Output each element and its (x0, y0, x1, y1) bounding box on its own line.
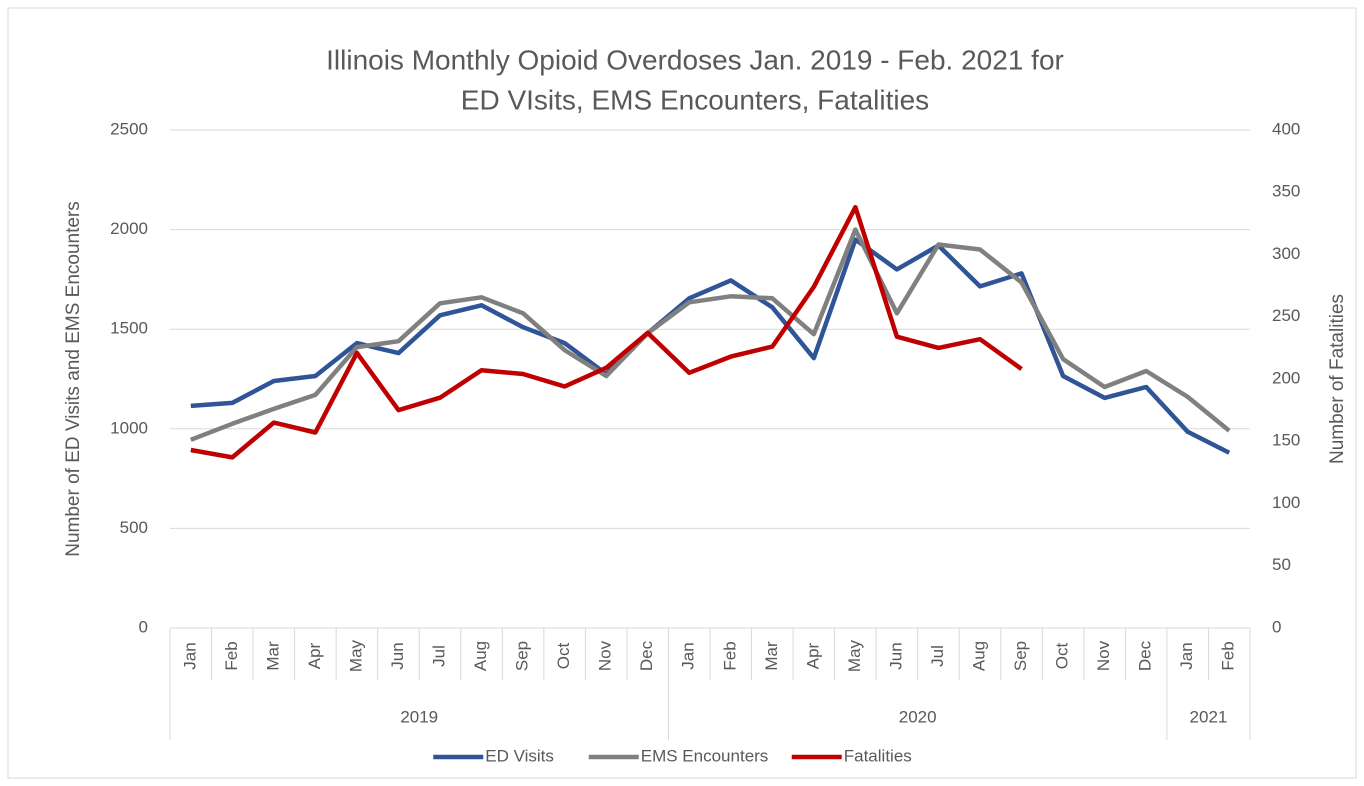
x-tick-label: Feb (720, 641, 739, 670)
y2-tick-label: 250 (1272, 306, 1300, 325)
y2-tick-label: 50 (1272, 555, 1291, 574)
y-tick-label: 0 (139, 617, 148, 636)
x-tick-label: Mar (762, 641, 781, 671)
y2-tick-label: 400 (1272, 119, 1300, 138)
y2-tick-label: 350 (1272, 182, 1300, 201)
x-tick-label: Jan (1177, 642, 1196, 669)
x-tick-label: Aug (969, 641, 988, 671)
y-tick-label: 2000 (110, 219, 148, 238)
x-tick-label: Jun (886, 642, 905, 669)
x-tick-label: Dec (1136, 640, 1155, 671)
x-tick-label: May (346, 639, 365, 672)
series-line (190, 204, 1023, 460)
x-tick-label: Jan (679, 642, 698, 669)
x-tick-label: May (845, 639, 864, 672)
x-tick-label: Jul (429, 645, 448, 667)
legend-label: ED Visits (485, 746, 554, 765)
y2-tick-label: 200 (1272, 368, 1300, 387)
x-tick-label: Apr (305, 642, 324, 669)
x-tick-label: Sep (513, 641, 532, 671)
x-tick-label: Oct (1053, 643, 1072, 670)
x-tick-label: Oct (554, 643, 573, 670)
x-tick-label: Feb (222, 641, 241, 670)
chart-title: Illinois Monthly Opioid Overdoses Jan. 2… (326, 44, 1064, 75)
x-tick-label: Jun (388, 642, 407, 669)
y-tick-label: 1000 (110, 418, 148, 437)
y2-tick-label: 300 (1272, 244, 1300, 263)
y2-axis-label: Number of Fatalities (1327, 294, 1348, 464)
legend-label: Fatalities (844, 746, 912, 765)
chart-title: ED VIsits, EMS Encounters, Fatalities (461, 84, 929, 115)
y-tick-label: 500 (120, 518, 148, 537)
series-line (189, 227, 1231, 442)
x-tick-label: Apr (803, 642, 822, 669)
y2-tick-label: 0 (1272, 617, 1281, 636)
x-tick-label: Nov (1094, 640, 1113, 671)
y-tick-label: 2500 (110, 119, 148, 138)
x-tick-label: Aug (471, 641, 490, 671)
legend-label: EMS Encounters (641, 746, 769, 765)
x-tick-label: Dec (637, 640, 656, 671)
y-tick-label: 1500 (110, 319, 148, 338)
x-tick-label: Sep (1011, 641, 1030, 671)
x-tick-label: Feb (1219, 641, 1238, 670)
x-tick-label: Jul (928, 645, 947, 667)
x-tick-label: Nov (596, 640, 615, 671)
x-group-label: 2019 (400, 707, 438, 726)
y2-tick-label: 100 (1272, 493, 1300, 512)
x-tick-label: Mar (263, 641, 282, 671)
y-axis-label: Number of ED Visits and EMS Encounters (63, 201, 84, 557)
x-group-label: 2021 (1190, 707, 1228, 726)
y2-tick-label: 150 (1272, 431, 1300, 450)
x-group-label: 2020 (899, 707, 937, 726)
x-tick-label: Jan (180, 642, 199, 669)
